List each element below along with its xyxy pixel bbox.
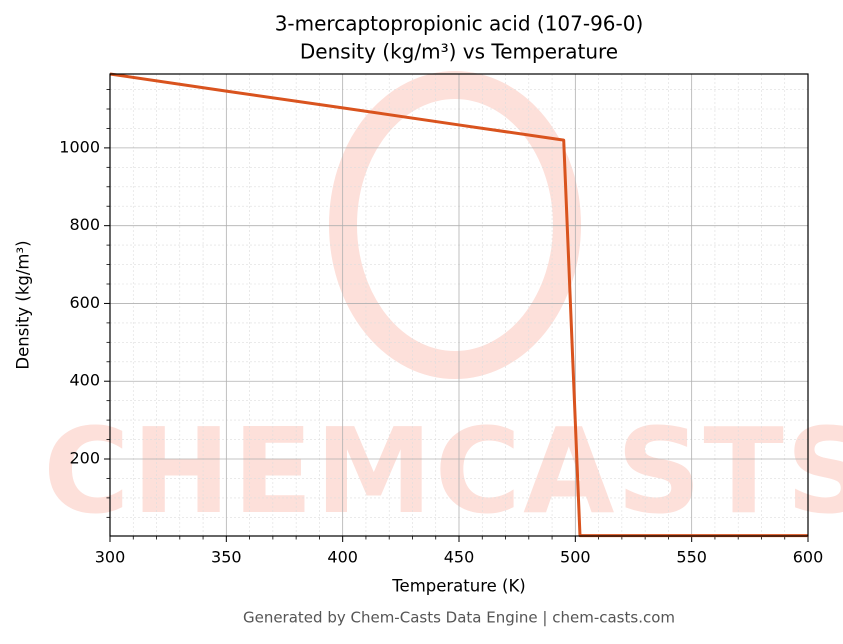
x-tick-label: 500: [560, 548, 591, 567]
footer: Generated by Chem-Casts Data Engine | ch…: [243, 609, 675, 627]
x-tick-label: 600: [793, 548, 824, 567]
x-tick-label: 550: [676, 548, 707, 567]
x-tick-label: 300: [95, 548, 126, 567]
y-tick-label: 1000: [59, 137, 100, 156]
x-axis-label: Temperature (K): [391, 577, 525, 596]
x-tick-label: 450: [444, 548, 475, 567]
y-tick-label: 600: [69, 293, 100, 312]
y-axis-label: Density (kg/m³): [14, 240, 33, 369]
x-tick-label: 350: [211, 548, 242, 567]
chart-title: 3-mercaptopropionic acid (107-96-0): [275, 12, 644, 36]
plot-area: CHEMCASTS: [43, 71, 843, 540]
y-tick-label: 200: [69, 449, 100, 468]
y-tick-label: 800: [69, 215, 100, 234]
watermark: CHEMCASTS: [43, 402, 843, 540]
x-tick-label: 400: [327, 548, 358, 567]
y-tick-label: 400: [69, 371, 100, 390]
chart-subtitle: Density (kg/m³) vs Temperature: [300, 40, 618, 64]
plot-frame: [109, 73, 809, 537]
